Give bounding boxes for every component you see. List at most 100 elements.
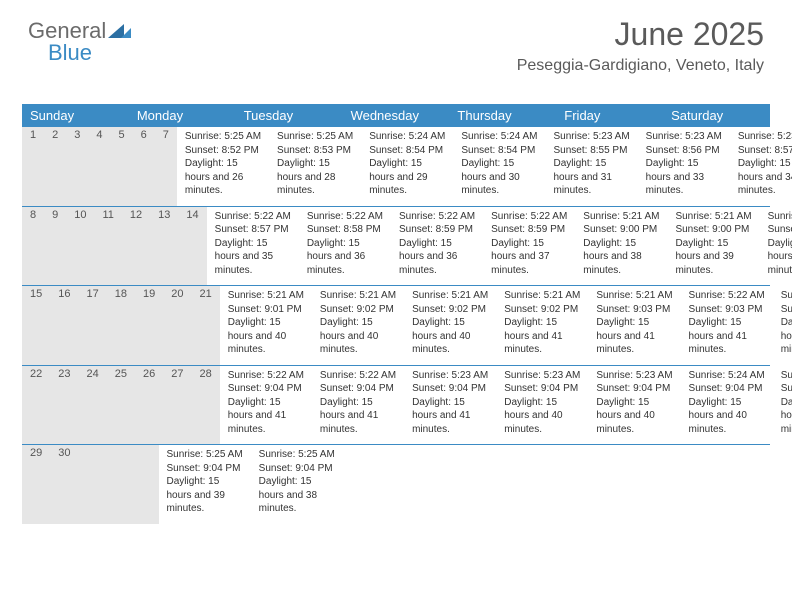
day-number: 8 <box>22 207 44 286</box>
sunrise-text: Sunrise: 5:22 AM <box>228 369 304 383</box>
sunrise-text: Sunrise: 5:21 AM <box>596 289 672 303</box>
day-number: 7 <box>155 127 177 206</box>
daylight-text: Daylight: 15 hours and 33 minutes. <box>646 157 722 198</box>
day-number <box>111 445 127 524</box>
day-cell: Sunrise: 5:24 AMSunset: 9:04 PMDaylight:… <box>773 366 792 445</box>
day-cell: Sunrise: 5:23 AMSunset: 9:04 PMDaylight:… <box>496 366 588 445</box>
day-cell: Sunrise: 5:24 AMSunset: 8:54 PMDaylight:… <box>453 127 545 206</box>
day-cell: Sunrise: 5:22 AMSunset: 9:04 PMDaylight:… <box>220 366 312 445</box>
content-row: Sunrise: 5:25 AMSunset: 8:52 PMDaylight:… <box>177 127 792 206</box>
day-number: 15 <box>22 286 50 365</box>
daylight-text: Daylight: 15 hours and 41 minutes. <box>228 396 304 437</box>
sunrise-text: Sunrise: 5:24 AM <box>369 130 445 144</box>
sunset-text: Sunset: 9:04 PM <box>320 382 396 396</box>
daylight-text: Daylight: 15 hours and 41 minutes. <box>689 316 765 357</box>
sunset-text: Sunset: 9:04 PM <box>504 382 580 396</box>
day-number: 10 <box>66 207 94 286</box>
day-cell <box>359 445 375 524</box>
sunset-text: Sunset: 9:04 PM <box>228 382 304 396</box>
sunset-text: Sunset: 9:04 PM <box>689 382 765 396</box>
weekday-header: Friday <box>556 104 663 127</box>
day-cell: Sunrise: 5:21 AMSunset: 9:03 PMDaylight:… <box>588 286 680 365</box>
sunset-text: Sunset: 9:03 PM <box>781 303 792 317</box>
sunrise-text: Sunrise: 5:21 AM <box>412 289 488 303</box>
daylight-text: Daylight: 15 hours and 37 minutes. <box>491 237 567 278</box>
day-cell: Sunrise: 5:22 AMSunset: 9:03 PMDaylight:… <box>681 286 773 365</box>
logo: General Blue <box>28 18 131 66</box>
daylight-text: Daylight: 15 hours and 40 minutes. <box>320 316 396 357</box>
day-cell: Sunrise: 5:24 AMSunset: 8:54 PMDaylight:… <box>361 127 453 206</box>
sunrise-text: Sunrise: 5:25 AM <box>259 448 335 462</box>
sunset-text: Sunset: 9:00 PM <box>675 223 751 237</box>
daynum-row: 891011121314 <box>22 207 207 286</box>
daylight-text: Daylight: 15 hours and 29 minutes. <box>369 157 445 198</box>
day-number: 18 <box>107 286 135 365</box>
week-row: 2930 Sunrise: 5:25 AMSunset: 9:04 PMDayli… <box>22 445 770 524</box>
day-number: 9 <box>44 207 66 286</box>
day-number <box>127 445 143 524</box>
day-number: 19 <box>135 286 163 365</box>
day-cell: Sunrise: 5:21 AMSunset: 9:00 PMDaylight:… <box>575 207 667 286</box>
daylight-text: Daylight: 15 hours and 26 minutes. <box>185 157 261 198</box>
day-cell: Sunrise: 5:22 AMSunset: 8:58 PMDaylight:… <box>299 207 391 286</box>
day-number: 3 <box>66 127 88 206</box>
content-row: Sunrise: 5:22 AMSunset: 9:04 PMDaylight:… <box>220 366 792 445</box>
sunrise-text: Sunrise: 5:23 AM <box>504 369 580 383</box>
day-cell: Sunrise: 5:25 AMSunset: 9:04 PMDaylight:… <box>251 445 343 524</box>
day-cell: Sunrise: 5:21 AMSunset: 9:02 PMDaylight:… <box>496 286 588 365</box>
daynum-row: 2930 <box>22 445 159 524</box>
header: June 2025 Peseggia-Gardigiano, Veneto, I… <box>517 16 764 75</box>
day-cell <box>407 445 423 524</box>
sunset-text: Sunset: 9:02 PM <box>320 303 396 317</box>
day-cell: Sunrise: 5:22 AMSunset: 9:03 PMDaylight:… <box>773 286 792 365</box>
day-number: 24 <box>79 366 107 445</box>
sunrise-text: Sunrise: 5:23 AM <box>554 130 630 144</box>
day-number: 14 <box>178 207 206 286</box>
day-number: 25 <box>107 366 135 445</box>
sunrise-text: Sunrise: 5:21 AM <box>675 210 751 224</box>
logo-word2: Blue <box>48 40 131 66</box>
day-number: 12 <box>122 207 150 286</box>
sunset-text: Sunset: 8:55 PM <box>554 144 630 158</box>
week-row: 15161718192021Sunrise: 5:21 AMSunset: 9:… <box>22 286 770 366</box>
daylight-text: Daylight: 15 hours and 40 minutes. <box>412 316 488 357</box>
day-number: 13 <box>150 207 178 286</box>
weeks-container: 1234567Sunrise: 5:25 AMSunset: 8:52 PMDa… <box>22 127 770 524</box>
daylight-text: Daylight: 15 hours and 34 minutes. <box>738 157 792 198</box>
daylight-text: Daylight: 15 hours and 41 minutes. <box>596 316 672 357</box>
sunrise-text: Sunrise: 5:23 AM <box>646 130 722 144</box>
day-number: 30 <box>50 445 78 524</box>
day-number: 4 <box>88 127 110 206</box>
day-cell: Sunrise: 5:25 AMSunset: 8:53 PMDaylight:… <box>269 127 361 206</box>
week-row: 22232425262728Sunrise: 5:22 AMSunset: 9:… <box>22 366 770 446</box>
sunset-text: Sunset: 9:04 PM <box>781 382 792 396</box>
day-number: 20 <box>163 286 191 365</box>
day-cell: Sunrise: 5:21 AMSunset: 9:01 PMDaylight:… <box>760 207 792 286</box>
daylight-text: Daylight: 15 hours and 41 minutes. <box>504 316 580 357</box>
day-number: 28 <box>192 366 220 445</box>
day-number: 5 <box>111 127 133 206</box>
day-cell <box>375 445 391 524</box>
daylight-text: Daylight: 15 hours and 28 minutes. <box>277 157 353 198</box>
day-cell <box>391 445 407 524</box>
sunrise-text: Sunrise: 5:22 AM <box>307 210 383 224</box>
sunrise-text: Sunrise: 5:21 AM <box>768 210 792 224</box>
daylight-text: Daylight: 15 hours and 38 minutes. <box>259 475 335 516</box>
day-number: 1 <box>22 127 44 206</box>
sunrise-text: Sunrise: 5:24 AM <box>689 369 765 383</box>
sunset-text: Sunset: 9:03 PM <box>596 303 672 317</box>
sunrise-text: Sunrise: 5:21 AM <box>228 289 304 303</box>
sunrise-text: Sunrise: 5:22 AM <box>781 289 792 303</box>
day-number: 21 <box>192 286 220 365</box>
weekday-header: Sunday <box>22 104 129 127</box>
sunset-text: Sunset: 8:57 PM <box>738 144 792 158</box>
daylight-text: Daylight: 15 hours and 36 minutes. <box>307 237 383 278</box>
sunrise-text: Sunrise: 5:22 AM <box>215 210 291 224</box>
sunset-text: Sunset: 9:01 PM <box>768 223 792 237</box>
sunrise-text: Sunrise: 5:21 AM <box>320 289 396 303</box>
sunrise-text: Sunrise: 5:25 AM <box>185 130 261 144</box>
sunrise-text: Sunrise: 5:21 AM <box>504 289 580 303</box>
day-number: 2 <box>44 127 66 206</box>
sunset-text: Sunset: 8:54 PM <box>461 144 537 158</box>
sunrise-text: Sunrise: 5:24 AM <box>461 130 537 144</box>
